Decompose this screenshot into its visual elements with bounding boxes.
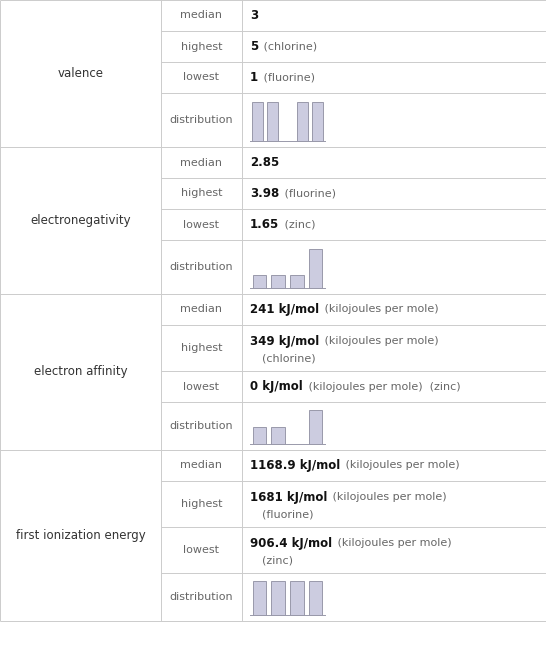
Text: 1: 1 — [250, 71, 258, 84]
Text: 3: 3 — [250, 9, 258, 22]
Text: electronegativity: electronegativity — [30, 214, 131, 227]
Text: distribution: distribution — [170, 262, 233, 272]
Text: highest: highest — [181, 188, 222, 198]
Text: (chlorine): (chlorine) — [262, 353, 316, 363]
Bar — [290, 274, 304, 288]
Text: distribution: distribution — [170, 115, 233, 125]
Text: (kilojoules per mole): (kilojoules per mole) — [329, 492, 447, 502]
Text: median: median — [181, 304, 222, 314]
Text: median: median — [181, 460, 222, 470]
Text: lowest: lowest — [183, 382, 219, 392]
Text: valence: valence — [57, 67, 104, 80]
Text: 2.85: 2.85 — [250, 156, 279, 169]
Bar — [297, 102, 308, 141]
Text: median: median — [181, 157, 222, 168]
Text: lowest: lowest — [183, 73, 219, 83]
Text: distribution: distribution — [170, 592, 233, 602]
Text: (fluorine): (fluorine) — [281, 188, 336, 198]
Text: (chlorine): (chlorine) — [260, 41, 317, 51]
Text: 1681 kJ/mol: 1681 kJ/mol — [250, 491, 327, 503]
Text: 349 kJ/mol: 349 kJ/mol — [250, 334, 319, 348]
Text: highest: highest — [181, 41, 222, 51]
Text: highest: highest — [181, 499, 222, 509]
Bar — [267, 102, 278, 141]
Bar — [252, 427, 266, 444]
Text: (kilojoules per mole): (kilojoules per mole) — [342, 460, 460, 470]
Bar — [308, 248, 322, 288]
Bar — [252, 581, 266, 615]
Text: 1.65: 1.65 — [250, 218, 279, 231]
Text: (kilojoules per mole)  (zinc): (kilojoules per mole) (zinc) — [305, 382, 460, 392]
Text: lowest: lowest — [183, 545, 219, 555]
Text: median: median — [181, 11, 222, 21]
Bar — [252, 274, 266, 288]
Text: electron affinity: electron affinity — [34, 366, 127, 378]
Text: (kilojoules per mole): (kilojoules per mole) — [321, 336, 439, 346]
Text: first ionization energy: first ionization energy — [16, 529, 145, 542]
Bar — [290, 581, 304, 615]
Text: 1168.9 kJ/mol: 1168.9 kJ/mol — [250, 459, 340, 472]
Text: highest: highest — [181, 343, 222, 353]
Text: 241 kJ/mol: 241 kJ/mol — [250, 303, 319, 316]
Text: 3.98: 3.98 — [250, 187, 279, 200]
Bar — [312, 102, 323, 141]
Text: (zinc): (zinc) — [262, 555, 293, 565]
Bar — [308, 410, 322, 444]
Bar — [271, 274, 285, 288]
Text: (fluorine): (fluorine) — [262, 509, 313, 519]
Text: (kilojoules per mole): (kilojoules per mole) — [334, 538, 452, 548]
Text: 0 kJ/mol: 0 kJ/mol — [250, 380, 302, 393]
Bar — [271, 427, 285, 444]
Text: 5: 5 — [250, 40, 258, 53]
Text: (fluorine): (fluorine) — [260, 73, 315, 83]
Text: lowest: lowest — [183, 220, 219, 230]
Bar — [271, 581, 285, 615]
Text: (kilojoules per mole): (kilojoules per mole) — [321, 304, 438, 314]
Bar — [308, 581, 322, 615]
Text: distribution: distribution — [170, 421, 233, 431]
Bar — [252, 102, 263, 141]
Text: 906.4 kJ/mol: 906.4 kJ/mol — [250, 537, 332, 549]
Text: (zinc): (zinc) — [281, 220, 316, 230]
